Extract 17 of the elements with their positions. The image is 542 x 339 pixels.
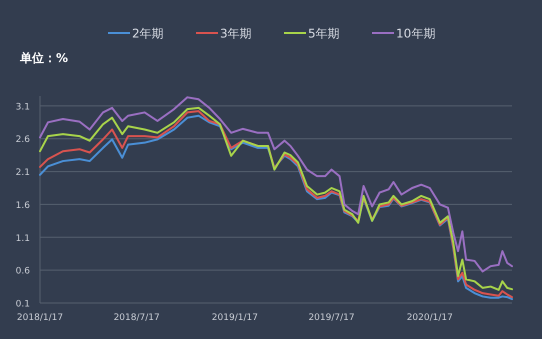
x-tick-label: 2019/1/17 [212,313,258,323]
legend-label: 3年期 [220,26,252,40]
x-tick-label: 2020/1/17 [406,313,453,323]
legend-label: 5年期 [308,26,340,40]
y-tick-label: 2.1 [16,168,30,178]
y-tick-label: 3.1 [16,102,30,112]
y-tick-label: 0.1 [16,300,30,310]
y-tick-label: 1.6 [16,200,30,211]
y-tick-label: 1.1 [16,234,30,244]
x-tick-label: 2018/1/17 [16,313,64,323]
y-tick-label: 0.6 [16,266,30,277]
legend-label: 10年期 [396,26,436,40]
y-axis-title: 单位：% [19,51,68,65]
y-tick-label: 2.6 [16,135,30,146]
x-tick-label: 2018/7/17 [114,313,160,323]
legend-label: 2年期 [132,26,164,40]
x-tick-label: 2019/7/17 [308,313,355,323]
